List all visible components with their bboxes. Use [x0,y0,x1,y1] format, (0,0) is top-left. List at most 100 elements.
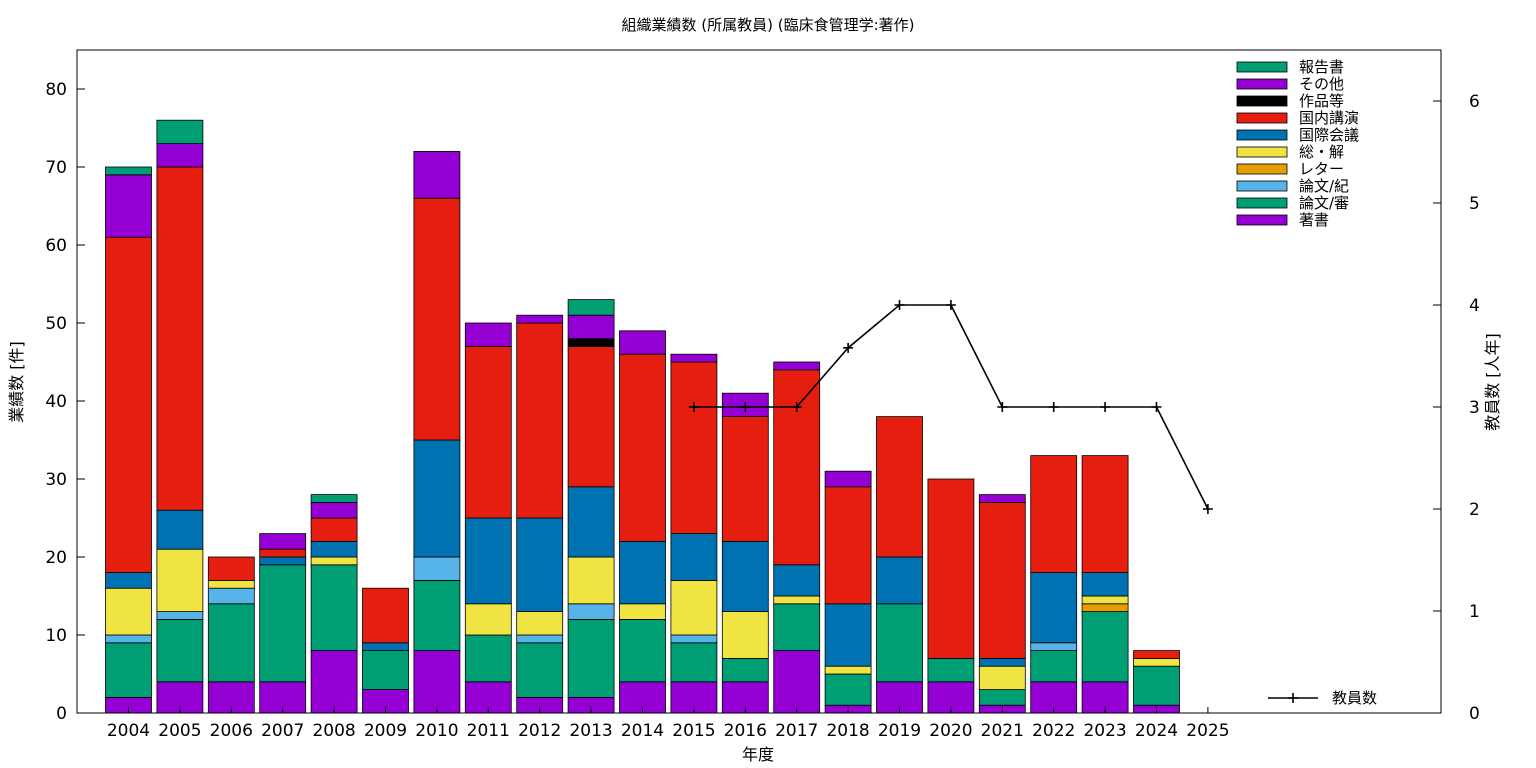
bar-segment-2017-1 [773,603,821,651]
x-axis-label: 年度 [742,745,774,764]
bar-segment-2011-5 [464,517,512,605]
bar-segment-2021-1 [978,689,1026,706]
bar-segment-2007-8 [259,533,307,550]
x-tick-label: 2022 [1032,721,1075,741]
y2-tick-label: 5 [1469,194,1480,214]
line-point-2015 [688,402,699,412]
bar-segment-2016-1 [721,658,769,683]
bar-segment-2004-9 [105,166,152,176]
bar-segment-2010-6 [413,197,461,441]
line-legend-marker [1288,693,1298,703]
line-point-2021 [997,402,1008,412]
bar-segment-2019-1 [876,603,923,683]
bar-segment-2010-0 [413,650,461,714]
bar-segment-2005-8 [156,143,204,168]
bar-segment-2012-5 [516,517,564,612]
bar-segment-2005-5 [156,509,204,550]
bar-segment-2008-8 [310,501,358,519]
x-tick-label: 2010 [415,721,458,741]
x-tick-label: 2018 [826,721,869,741]
y2-axis-label: 教員数 [人年] [1483,333,1502,431]
y2-tick-label: 2 [1469,500,1480,520]
bar-segment-2012-2 [516,634,564,644]
bar-segment-2011-8 [464,322,512,347]
legend-swatch-3 [1236,112,1288,124]
bar-segment-2004-4 [105,587,152,636]
legend-label-5: 総・解 [1299,143,1344,161]
line-point-2020 [945,300,956,310]
bar-segment-2024-1 [1133,665,1180,706]
bar-segment-2009-6 [362,587,409,644]
bar-segment-2015-5 [670,533,718,581]
bar-segment-2008-6 [310,517,358,542]
bar-segment-2014-5 [619,541,666,605]
bar-segment-2005-4 [156,548,204,613]
bar-segment-2012-1 [516,642,564,698]
bar-segment-2023-6 [1081,455,1129,574]
bar-segment-2014-8 [619,330,666,355]
y2-tick-label: 6 [1469,92,1480,112]
bar-segment-2013-1 [567,619,615,698]
bar-segment-2019-5 [876,556,923,605]
bar-segment-2015-2 [670,634,718,644]
legend-swatch-4 [1236,129,1288,141]
x-tick-label: 2008 [312,721,355,741]
y-axis-label: 業績数 [件] [7,341,26,423]
bar-segment-2013-2 [567,603,615,620]
x-tick-label: 2007 [261,721,304,741]
bar-segment-2007-5 [259,556,307,566]
bar-segment-2004-6 [105,236,152,573]
bar-segment-2021-5 [978,658,1026,667]
line-point-2017 [791,402,802,412]
bar-segment-2009-5 [362,642,409,651]
y-tick-label: 20 [45,548,67,568]
x-tick-label: 2011 [467,721,510,741]
x-tick-label: 2014 [621,721,664,741]
bar-segment-2010-2 [413,556,461,581]
bars-layer [105,119,1180,714]
bar-segment-2011-6 [464,345,512,519]
chart-title: 組織業績数 (所属教員) (臨床食管理学:著作) [622,16,915,34]
bar-segment-2014-4 [619,603,666,620]
bar-segment-2015-4 [670,580,718,636]
x-tick-label: 2005 [158,721,201,741]
line-point-2018 [843,342,854,353]
y-tick-label: 70 [45,158,67,178]
bar-segment-2007-6 [259,548,307,558]
bar-segment-2022-1 [1030,650,1078,683]
legend-label-1: その他 [1299,75,1344,93]
bar-segment-2010-5 [413,439,461,558]
legend-swatch-2 [1236,95,1288,107]
bar-segment-2021-6 [978,501,1026,659]
x-tick-label: 2009 [364,721,407,741]
line-point-2024 [1151,402,1162,412]
y-tick-label: 0 [56,704,67,724]
bar-segment-2020-1 [927,658,975,683]
bar-segment-2015-8 [670,353,718,363]
bar-segment-2016-6 [721,416,769,542]
line-series-staff [693,304,1209,510]
bar-segment-2011-1 [464,634,512,683]
bar-segment-2018-1 [824,673,872,706]
legend-label-8: 論文/審 [1299,194,1349,212]
bar-segment-2005-9 [156,119,204,144]
legend-swatch-8 [1236,197,1288,209]
y2-tick-label: 3 [1469,398,1480,418]
x-tick-label: 2006 [210,721,253,741]
bar-segment-2006-1 [207,603,255,683]
x-tick-label: 2021 [981,721,1024,741]
bar-segment-2023-4 [1081,595,1129,605]
legend-label-0: 報告書 [1299,58,1344,76]
y-tick-label: 40 [45,392,67,412]
y2-tick-label: 1 [1469,602,1480,622]
bar-segment-2018-8 [824,470,872,488]
bar-segment-2023-1 [1081,611,1129,683]
line-layer [688,300,1213,514]
bar-segment-2014-1 [619,619,666,683]
line-point-2025 [1202,504,1213,514]
x-tick-label: 2019 [878,721,921,741]
bar-segment-2019-0 [876,681,923,714]
line-point-2023 [1100,402,1111,412]
